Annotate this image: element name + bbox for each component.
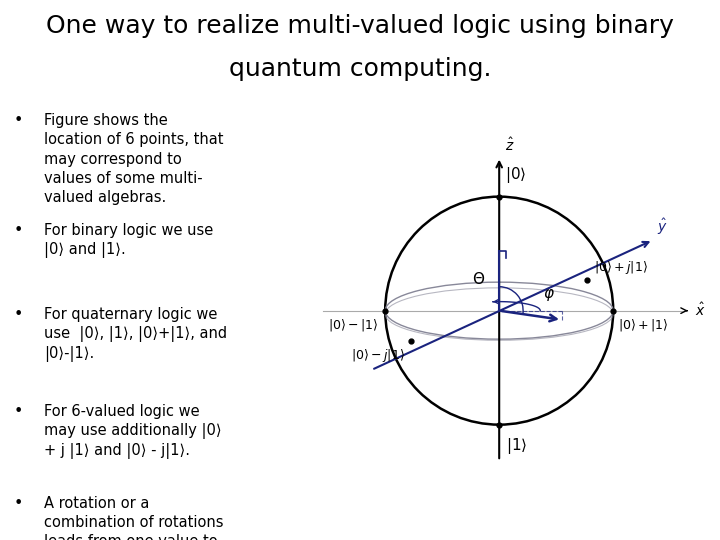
Text: •: • [14,403,23,418]
Text: •: • [14,307,23,322]
Text: $\hat{y}$: $\hat{y}$ [657,217,667,237]
Text: $\varphi$: $\varphi$ [543,287,554,303]
Text: One way to realize multi-valued logic using binary: One way to realize multi-valued logic us… [46,14,674,37]
Text: $|0\rangle$: $|0\rangle$ [505,165,526,185]
Text: $|0\rangle-|1\rangle$: $|0\rangle-|1\rangle$ [328,318,379,334]
Text: Figure shows the
location of 6 points, that
may correspond to
values of some mul: Figure shows the location of 6 points, t… [44,113,223,205]
Text: $|1\rangle$: $|1\rangle$ [506,436,528,456]
Text: $|0\rangle+j|1\rangle$: $|0\rangle+j|1\rangle$ [594,259,647,276]
Text: •: • [14,223,23,238]
Text: For 6-valued logic we
may use additionally |0⟩
+ j |1⟩ and |0⟩ - j|1⟩.: For 6-valued logic we may use additional… [44,403,221,459]
Text: For quaternary logic we
use  |0⟩, |1⟩, |0⟩+|1⟩, and
|0⟩-|1⟩.: For quaternary logic we use |0⟩, |1⟩, |0… [44,307,227,362]
Text: $\hat{z}$: $\hat{z}$ [505,137,515,154]
Text: $|0\rangle+|1\rangle$: $|0\rangle+|1\rangle$ [618,318,668,334]
Text: •: • [14,113,23,128]
Text: $|0\rangle-j|1\rangle$: $|0\rangle-j|1\rangle$ [351,347,405,364]
Text: $\hat{x}$: $\hat{x}$ [696,302,706,319]
Text: $\Theta$: $\Theta$ [472,271,485,287]
Text: For binary logic we use
|0⟩ and |1⟩.: For binary logic we use |0⟩ and |1⟩. [44,223,213,258]
Text: quantum computing.: quantum computing. [229,57,491,80]
Text: •: • [14,496,23,511]
Text: A rotation or a
combination of rotations
leads from one value to
any other value: A rotation or a combination of rotations… [44,496,223,540]
